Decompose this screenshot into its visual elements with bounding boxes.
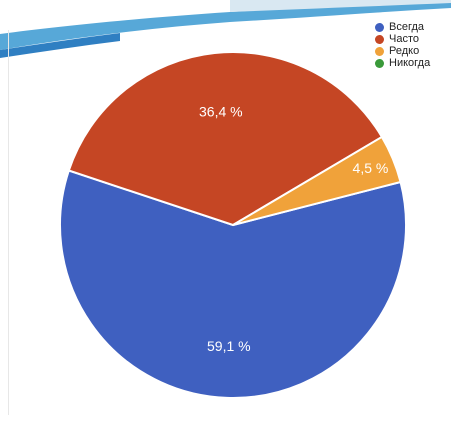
pie-slice-2: [67, 51, 384, 227]
legend-swatch-3: [375, 46, 384, 56]
legend-item-3: Редко: [375, 45, 430, 57]
slice-value-label-3: 4,5 %: [353, 160, 389, 176]
header-brush-decoration: [0, 0, 451, 58]
legend-label-4: Никогда: [389, 57, 431, 69]
legend-item-4: Никогда: [375, 57, 430, 69]
legend-item-2: Часто: [375, 33, 430, 45]
legend-swatch-4: [375, 58, 384, 68]
pie-slice-3: [232, 135, 402, 226]
left-edge-divider: [8, 30, 9, 415]
slice-value-label-1: 59,1 %: [207, 338, 251, 354]
pie-slice-1: [59, 169, 407, 399]
legend-label-1: Всегда: [389, 21, 425, 33]
legend-label-2: Часто: [389, 33, 419, 45]
legend-swatch-1: [375, 22, 384, 32]
legend-swatch-2: [375, 34, 384, 44]
legend-label-3: Редко: [389, 45, 420, 57]
chart-legend: Всегда Часто Редко Никогда: [375, 21, 430, 69]
legend-item-1: Всегда: [375, 21, 430, 33]
slice-value-label-2: 36,4 %: [199, 103, 243, 119]
